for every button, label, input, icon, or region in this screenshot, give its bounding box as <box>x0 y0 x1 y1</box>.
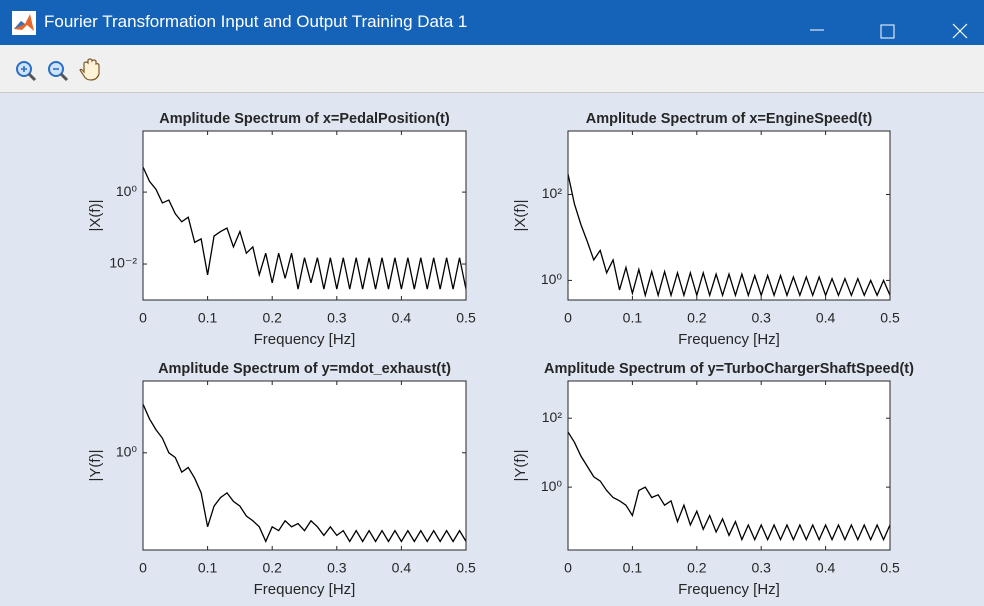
toolbar <box>0 45 984 93</box>
y-axis-label: |X(f)| <box>87 200 104 232</box>
x-tick-label: 0.5 <box>456 310 476 326</box>
x-axis-label: Frequency [Hz] <box>254 581 356 598</box>
x-tick-label: 0.2 <box>262 560 282 576</box>
x-axis-label: Frequency [Hz] <box>678 331 780 348</box>
x-tick-label: 0.3 <box>327 560 347 576</box>
window-controls <box>810 23 968 39</box>
x-tick-label: 0.4 <box>816 560 836 576</box>
pan-button[interactable] <box>79 58 100 81</box>
x-tick-label: 0.2 <box>687 310 707 326</box>
y-axis-label: |X(f)| <box>512 200 529 232</box>
x-tick-label: 0 <box>564 560 572 576</box>
y-tick-label: 10⁻² <box>109 255 137 271</box>
y-tick-label: 10⁰ <box>116 443 138 459</box>
x-tick-label: 0.1 <box>623 560 643 576</box>
close-button[interactable] <box>952 23 968 39</box>
x-tick-label: 0.2 <box>262 310 282 326</box>
x-tick-label: 0.4 <box>816 310 836 326</box>
x-tick-label: 0.4 <box>392 310 412 326</box>
spectrum-line <box>143 166 466 290</box>
x-tick-label: 0 <box>139 560 147 576</box>
x-tick-label: 0 <box>139 310 147 326</box>
axes-title: Amplitude Spectrum of x=PedalPosition(t) <box>159 111 450 127</box>
x-tick-label: 0 <box>564 310 572 326</box>
x-tick-label: 0.1 <box>198 560 218 576</box>
axes-box <box>142 130 467 301</box>
spectrum-line <box>143 403 466 544</box>
spectrum-line <box>568 173 890 298</box>
x-tick-label: 0.3 <box>327 310 347 326</box>
y-axis-label: |Y(f)| <box>512 450 529 482</box>
x-tick-label: 0.5 <box>880 310 900 326</box>
window-title: Fourier Transformation Input and Output … <box>44 12 468 31</box>
axes-background <box>568 131 890 300</box>
x-tick-label: 0.5 <box>880 560 900 576</box>
zoom-out-button[interactable] <box>48 61 69 82</box>
x-tick-label: 0.4 <box>392 560 412 576</box>
axes-box <box>567 380 891 551</box>
app-icon <box>12 11 36 35</box>
y-tick-label: 10² <box>542 409 563 425</box>
toolbar-icons <box>16 58 100 82</box>
y-tick-label: 10² <box>542 185 563 201</box>
axes-box <box>142 380 467 551</box>
title-bar: Fourier Transformation Input and Output … <box>0 0 984 45</box>
x-tick-label: 0.1 <box>198 310 218 326</box>
x-tick-label: 0.3 <box>751 310 771 326</box>
spectrum-line <box>568 431 890 542</box>
y-axis-label: |Y(f)| <box>87 450 104 482</box>
x-tick-label: 0.1 <box>623 310 643 326</box>
maximize-button[interactable] <box>880 24 895 39</box>
y-tick-label: 10⁰ <box>541 478 563 494</box>
zoom-in-button[interactable] <box>16 61 37 82</box>
axes-title: Amplitude Spectrum of x=EngineSpeed(t) <box>586 111 873 127</box>
axes-background <box>568 381 890 550</box>
axes-box <box>567 130 891 301</box>
y-tick-label: 10⁰ <box>116 183 138 199</box>
axes-background <box>143 381 466 550</box>
y-tick-label: 10⁰ <box>541 271 563 287</box>
x-tick-label: 0.2 <box>687 560 707 576</box>
x-tick-label: 0.5 <box>456 560 476 576</box>
x-axis-label: Frequency [Hz] <box>678 581 780 598</box>
axes-title: Amplitude Spectrum of y=mdot_exhaust(t) <box>158 361 451 377</box>
axes-title: Amplitude Spectrum of y=TurboChargerShaf… <box>544 361 914 377</box>
x-axis-label: Frequency [Hz] <box>254 331 356 348</box>
x-tick-label: 0.3 <box>751 560 771 576</box>
axes-background <box>143 131 466 300</box>
